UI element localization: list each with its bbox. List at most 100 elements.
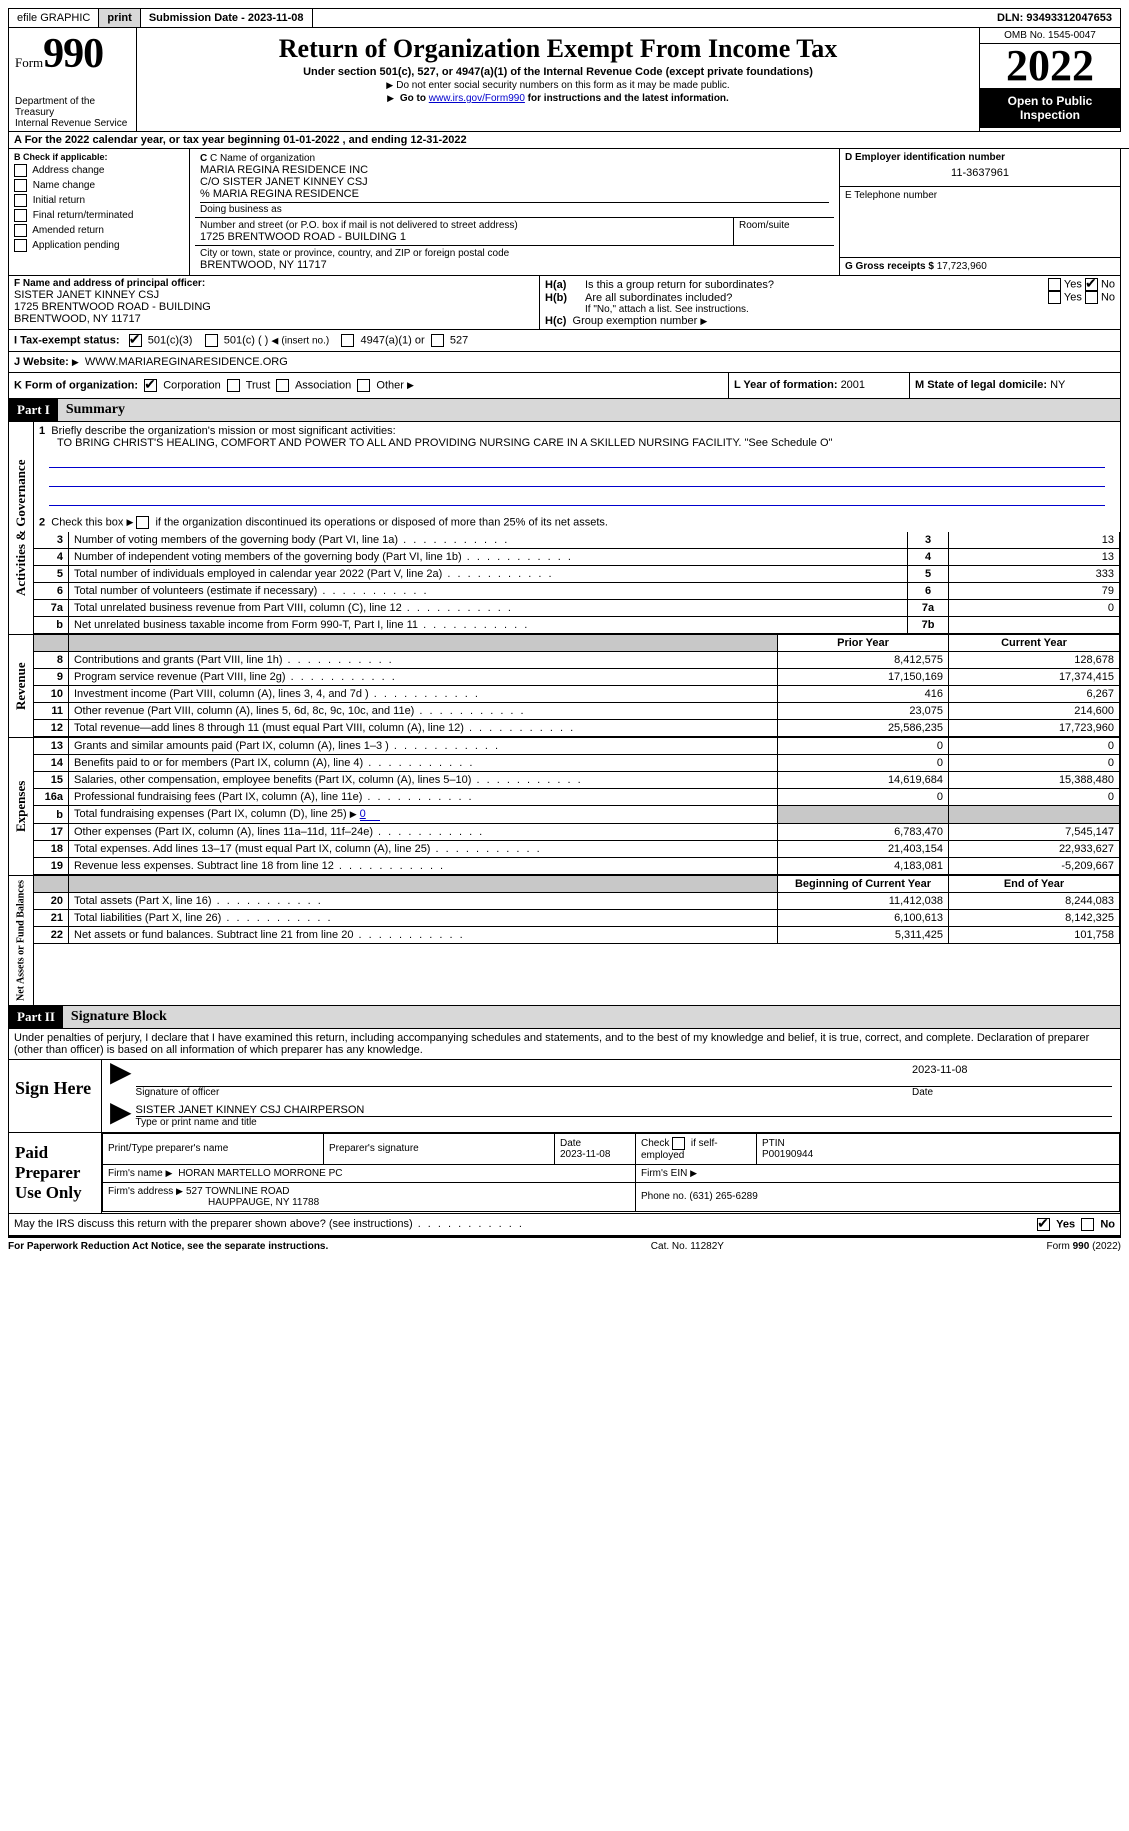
k-other-checkbox[interactable] [357,379,370,392]
top-bar: efile GRAPHIC print Submission Date - 20… [8,8,1121,28]
i-527-checkbox[interactable] [431,334,444,347]
prior-val: 6,783,470 [778,824,949,841]
row-desc: Number of voting members of the governin… [69,532,908,549]
firm-ein-label: Firm's EIN [641,1168,687,1179]
f-label: F Name and address of principal officer: [14,278,205,289]
row-box: 3 [908,532,949,549]
mayirs-no-checkbox[interactable] [1081,1218,1094,1231]
cat-no: Cat. No. 11282Y [651,1241,724,1252]
phone-value: (631) 265-6289 [689,1191,757,1202]
prep-sig-label: Preparer's signature [329,1143,419,1154]
ha-yes-checkbox[interactable] [1048,278,1061,291]
b-checkbox[interactable] [14,224,27,237]
row-desc: Salaries, other compensation, employee b… [69,772,778,789]
street-label: Number and street (or P.O. box if mail i… [200,220,728,231]
l2-pre: Check this box [51,516,123,528]
prior-val: 8,412,575 [778,652,949,669]
city-value: BRENTWOOD, NY 11717 [200,259,829,271]
line-j: J Website: WWW.MARIAREGINARESIDENCE.ORG [8,352,1121,373]
prior-val: 21,403,154 [778,841,949,858]
row-num: 7a [34,600,69,617]
self-employed-checkbox[interactable] [672,1137,685,1150]
col-prior-hdr: Prior Year [778,635,949,652]
b-checkbox[interactable] [14,194,27,207]
l2-checkbox[interactable] [136,516,149,529]
ptin-label: PTIN [762,1138,785,1149]
paid-preparer-block: Paid Preparer Use Only Print/Type prepar… [8,1133,1121,1214]
b-checkbox[interactable] [14,239,27,252]
website-value: WWW.MARIAREGINARESIDENCE.ORG [85,356,288,368]
blank-line [49,453,1105,468]
curr-val: 15,388,480 [949,772,1120,789]
prior-val: 0 [778,789,949,806]
section-governance: Activities & Governance 1 Briefly descri… [8,422,1121,635]
i-501c3-checkbox[interactable] [129,334,142,347]
submission-date: Submission Date - 2023-11-08 [141,9,313,27]
section-revenue: Revenue Prior YearCurrent Year8Contribut… [8,635,1121,738]
print-button[interactable]: print [99,9,140,27]
row-val: 13 [949,549,1120,566]
side-netassets: Net Assets or Fund Balances [9,876,34,1005]
b-checkbox[interactable] [14,179,27,192]
part2-hdr: Part II [9,1006,63,1028]
curr-val: 128,678 [949,652,1120,669]
b-checkbox[interactable] [14,209,27,222]
k-label: K Form of organization: [14,379,138,391]
arrow-icon [700,315,710,327]
form-word: Form [15,55,43,70]
l2-post: if the organization discontinued its ope… [155,516,608,528]
curr-val: 6,267 [949,686,1120,703]
irs-link[interactable]: www.irs.gov/Form990 [429,93,525,104]
arrow-icon [165,1168,175,1179]
i-opt-0: 501(c)(3) [148,334,193,346]
dln-value: 93493312047653 [1026,12,1112,24]
i-501c-checkbox[interactable] [205,334,218,347]
h-note: If "No," attach a list. See instructions… [545,304,1115,315]
row-num: 5 [34,566,69,583]
b-label: B Check if applicable: [14,152,184,162]
sign-here-label: Sign Here [9,1060,102,1132]
row-val: 333 [949,566,1120,583]
k-opt-0: Corporation [163,379,220,391]
curr-val: 0 [949,789,1120,806]
row-num: 20 [34,893,69,910]
sig-arrow-icon: ▶ [110,1064,132,1098]
header-right: OMB No. 1545-0047 2022 Open to Public In… [979,28,1120,131]
row-desc: Other revenue (Part VIII, column (A), li… [69,703,778,720]
part1-header: Part I Summary [8,399,1121,422]
ein-value: 11-3637961 [845,163,1115,183]
i-4947-checkbox[interactable] [341,334,354,347]
hb-no-checkbox[interactable] [1085,291,1098,304]
curr-val: 0 [949,738,1120,755]
firm-addr2: HAUPPAUGE, NY 11788 [108,1197,319,1208]
arrow-icon [126,516,136,528]
city-label: City or town, state or province, country… [200,248,829,259]
hb-yes-checkbox[interactable] [1048,291,1061,304]
k-assoc-checkbox[interactable] [276,379,289,392]
row-val: 13 [949,532,1120,549]
i-opt-3: 4947(a)(1) or [360,334,424,346]
row-box: 7b [908,617,949,634]
line-a: A For the 2022 calendar year, or tax yea… [8,132,1129,149]
row-desc: Revenue less expenses. Subtract line 18 … [69,858,778,875]
line-i: I Tax-exempt status: 501(c)(3) 501(c) ( … [8,330,1121,352]
k-corp-checkbox[interactable] [144,379,157,392]
entity-block: B Check if applicable: Address change Na… [8,149,1121,276]
gross-receipts: 17,723,960 [937,261,987,272]
i-opt-2: (insert no.) [281,335,329,346]
f-h-block: F Name and address of principal officer:… [8,276,1121,330]
b-checkbox[interactable] [14,164,27,177]
arrow-icon [387,93,397,104]
row-desc: Total assets (Part X, line 16) [69,893,778,910]
row-desc: Net assets or fund balances. Subtract li… [69,927,778,944]
row-num: 16a [34,789,69,806]
no-label: No [1101,278,1115,290]
k-trust-checkbox[interactable] [227,379,240,392]
dept-treasury: Department of the Treasury [15,96,130,118]
blank-line [49,491,1105,506]
org-name-2: C/O SISTER JANET KINNEY CSJ [200,176,829,188]
mayirs-yes-checkbox[interactable] [1037,1218,1050,1231]
row-num: 12 [34,720,69,737]
ha-no-checkbox[interactable] [1085,278,1098,291]
column-f: F Name and address of principal officer:… [9,276,540,329]
